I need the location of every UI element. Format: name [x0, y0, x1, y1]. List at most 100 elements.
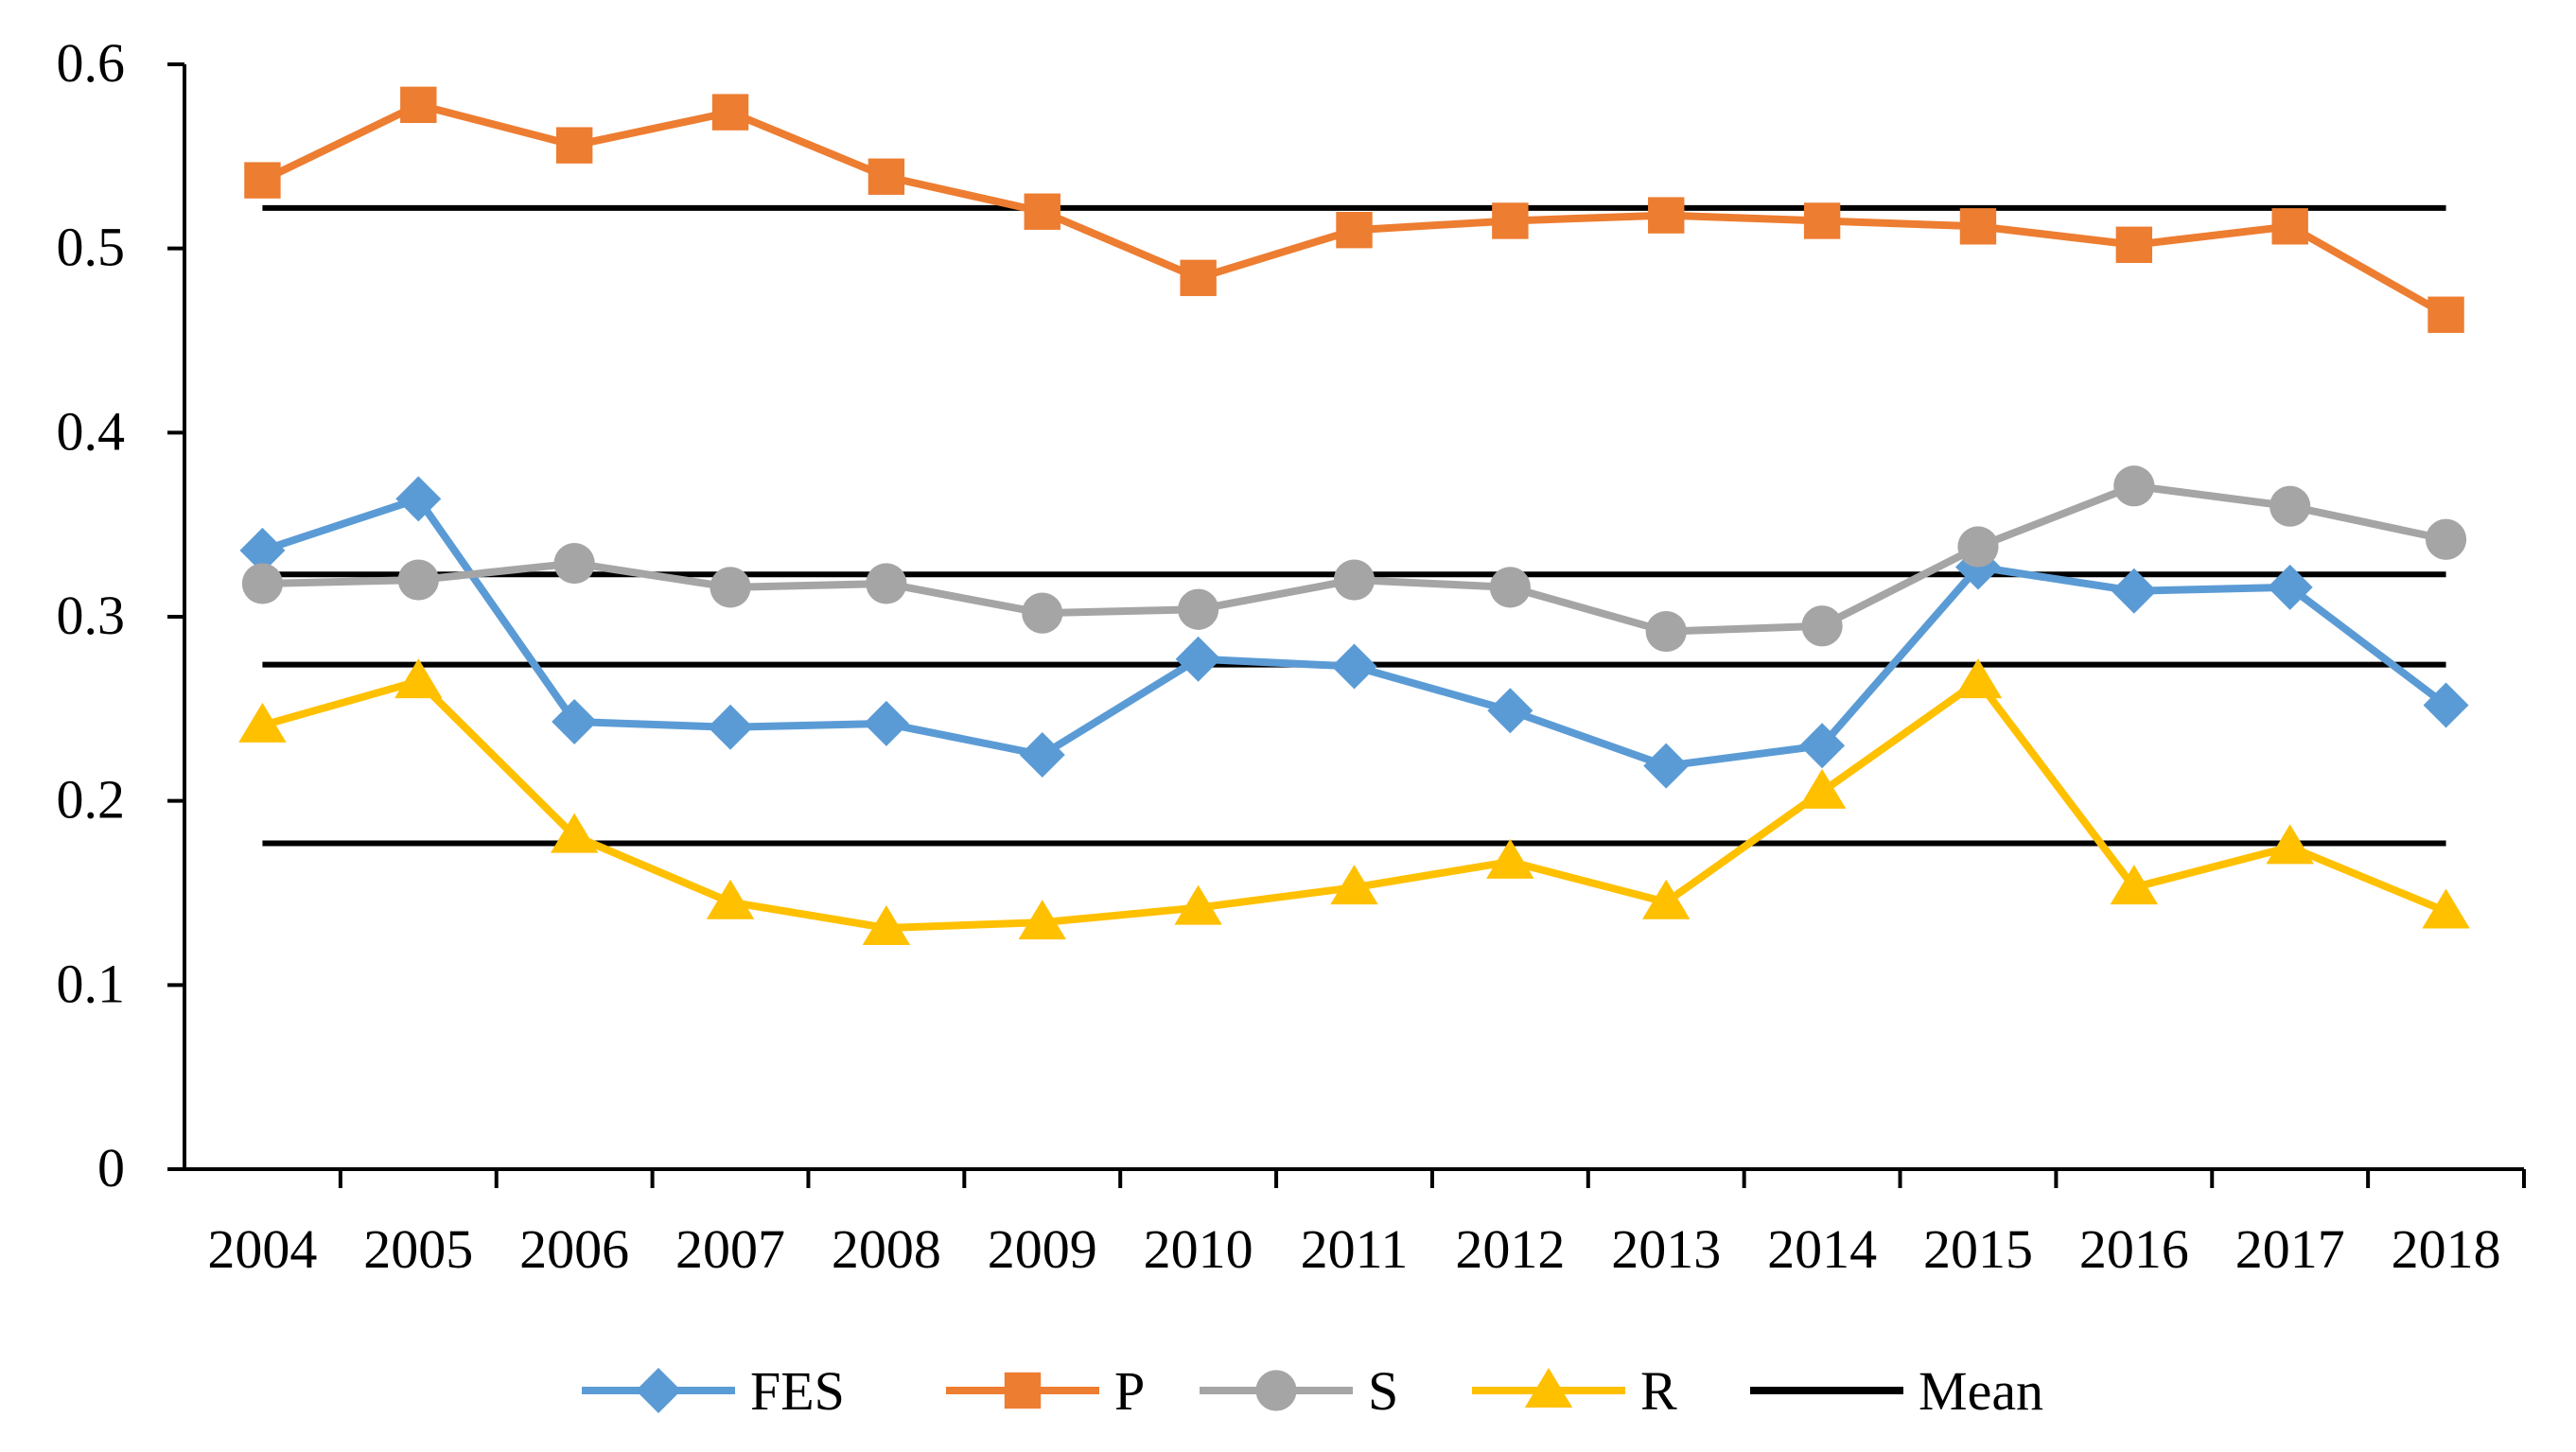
data-point-s	[2269, 485, 2311, 527]
x-tick-label: 2017	[2235, 1218, 2345, 1280]
data-point-s	[1333, 559, 1376, 601]
data-point-fes	[708, 704, 754, 750]
data-point-fes	[552, 698, 598, 744]
data-point-fes	[2423, 682, 2469, 728]
data-point-p	[555, 127, 593, 164]
x-tick-label: 2016	[2079, 1218, 2189, 1280]
data-point-r	[1330, 865, 1378, 905]
x-ticks: 2004 2005 2006 2007 2008 2009 2010 2011 2012 2013…	[207, 1169, 2526, 1280]
data-point-r	[706, 879, 755, 919]
x-tick-label: 2004	[207, 1218, 317, 1280]
data-point-fes	[2111, 568, 2157, 614]
data-point-p	[1180, 259, 1217, 297]
legend-label: S	[1368, 1360, 1398, 1422]
data-point-p	[2427, 296, 2464, 333]
data-point-p	[1492, 202, 1529, 239]
data-point-fes	[1643, 743, 1690, 789]
legend-label: Mean	[1919, 1360, 2043, 1422]
legend-item-s: S	[1200, 1360, 1398, 1422]
data-point-fes	[395, 476, 442, 522]
data-point-r	[550, 813, 599, 853]
data-point-s	[1489, 567, 1531, 608]
data-point-p	[711, 94, 749, 131]
data-point-fes	[2267, 564, 2313, 610]
x-tick-label: 2014	[1767, 1218, 1877, 1280]
mean-lines	[262, 204, 2446, 847]
data-point-fes	[1331, 643, 1377, 690]
data-point-fes	[239, 527, 286, 573]
data-point-r	[2266, 824, 2314, 865]
data-point-p	[1648, 197, 1685, 234]
data-point-s	[1645, 610, 1687, 653]
data-point-fes	[863, 700, 909, 746]
data-point-s	[866, 563, 907, 604]
data-point-p	[867, 158, 905, 195]
data-point-p	[1024, 193, 1060, 230]
data-point-r	[1174, 884, 1222, 925]
data-point-r	[2422, 888, 2470, 929]
data-point-s	[553, 542, 595, 585]
data-point-fes	[1799, 723, 1846, 769]
data-point-s	[710, 567, 751, 608]
legend-item-p: P	[946, 1360, 1145, 1422]
y-tick-label: 0	[97, 1137, 125, 1198]
data-point-s	[2113, 465, 2155, 507]
data-point-fes	[1019, 732, 1065, 778]
y-tick-label: 0.5	[57, 217, 126, 278]
legend-label: R	[1640, 1360, 1677, 1422]
data-point-p	[2115, 226, 2153, 263]
data-point-s	[1957, 526, 1999, 568]
legend-marker	[636, 1368, 681, 1413]
data-point-r	[1642, 879, 1691, 919]
data-point-p	[2271, 208, 2308, 245]
series-lines	[238, 86, 2470, 945]
legend-label: P	[1114, 1360, 1145, 1422]
data-point-r	[394, 658, 443, 699]
x-tick-label: 2008	[832, 1218, 941, 1280]
data-point-fes	[1487, 688, 1533, 734]
data-point-r	[1797, 768, 1847, 809]
data-point-p	[1336, 212, 1373, 249]
data-point-r	[2110, 865, 2159, 905]
y-tick-label: 0.4	[57, 400, 126, 462]
x-tick-label: 2018	[2392, 1218, 2501, 1280]
data-point-s	[1022, 592, 1063, 634]
data-point-s	[397, 559, 439, 601]
data-point-p	[1803, 202, 1841, 239]
y-tick-label: 0.2	[57, 769, 126, 831]
x-tick-label: 2015	[1923, 1218, 2033, 1280]
y-tick-label: 0.3	[57, 585, 126, 646]
legend-item-mean: Mean	[1750, 1360, 2043, 1422]
x-tick-label: 2009	[988, 1218, 1097, 1280]
series-p	[244, 86, 2464, 333]
data-point-s	[1801, 605, 1843, 647]
y-ticks: 0 0.1 0.2 0.3 0.4 0.5 0.6	[57, 32, 184, 1198]
data-point-r	[238, 702, 287, 743]
data-point-r	[1486, 838, 1534, 879]
data-point-s	[241, 563, 284, 604]
x-tick-label: 2012	[1455, 1218, 1565, 1280]
legend-marker	[1255, 1370, 1297, 1411]
series-s	[241, 465, 2467, 653]
data-point-s	[1178, 588, 1219, 630]
legend-item-fes: FES	[582, 1360, 845, 1422]
legend-item-r: R	[1472, 1360, 1677, 1422]
series-fes	[239, 476, 2469, 789]
data-point-r	[1954, 658, 2003, 699]
x-tick-label: 2007	[675, 1218, 785, 1280]
y-tick-label: 0.6	[57, 32, 126, 94]
data-point-s	[2425, 518, 2467, 560]
legend: FES P S R Mean	[582, 1360, 2043, 1422]
legend-label: FES	[750, 1360, 845, 1422]
x-tick-label: 2005	[363, 1218, 473, 1280]
data-point-p	[400, 86, 437, 124]
x-tick-label: 2006	[519, 1218, 629, 1280]
x-tick-label: 2010	[1144, 1218, 1253, 1280]
legend-marker	[1004, 1372, 1042, 1409]
data-point-r	[862, 904, 911, 945]
x-tick-label: 2011	[1301, 1218, 1409, 1280]
legend-marker	[1524, 1368, 1573, 1408]
x-tick-label: 2013	[1611, 1218, 1721, 1280]
data-point-fes	[1175, 636, 1221, 682]
